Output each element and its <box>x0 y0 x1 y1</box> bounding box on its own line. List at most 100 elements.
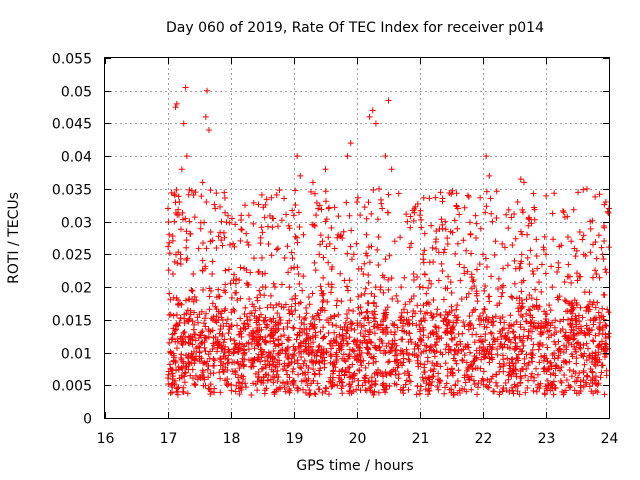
data-point <box>592 193 599 200</box>
data-point <box>262 339 269 346</box>
data-point <box>550 236 557 243</box>
data-point <box>175 363 182 370</box>
data-point <box>246 295 253 302</box>
data-point <box>339 332 346 339</box>
data-point <box>391 238 398 245</box>
data-point <box>177 251 184 258</box>
data-point <box>456 261 463 268</box>
data-point <box>401 274 408 281</box>
data-point <box>442 384 449 391</box>
data-point <box>237 328 244 335</box>
data-point <box>354 194 361 201</box>
data-point <box>535 320 542 327</box>
data-point <box>473 235 480 242</box>
data-point <box>207 348 214 355</box>
data-point <box>348 325 355 332</box>
data-point <box>551 324 558 331</box>
data-point <box>598 369 605 376</box>
data-point <box>435 277 442 284</box>
data-point <box>327 351 334 358</box>
data-point <box>413 322 420 329</box>
data-point <box>600 291 607 298</box>
data-point <box>522 389 529 396</box>
data-point <box>300 360 307 367</box>
data-point <box>270 215 277 222</box>
data-point <box>302 343 309 350</box>
data-point <box>583 185 590 192</box>
data-point <box>458 295 465 302</box>
data-point <box>189 288 196 295</box>
data-point <box>292 187 299 194</box>
data-point <box>442 285 449 292</box>
data-point <box>490 388 497 395</box>
data-point <box>181 329 188 336</box>
data-point <box>344 315 351 322</box>
data-point <box>489 314 496 321</box>
y-tick-label: 0.03 <box>61 216 92 232</box>
data-point <box>571 387 578 394</box>
data-point <box>231 243 238 250</box>
data-point <box>391 331 398 338</box>
data-point <box>466 349 473 356</box>
data-point <box>478 356 485 363</box>
data-point <box>543 368 550 375</box>
data-point <box>385 97 392 104</box>
data-point <box>228 323 234 330</box>
data-point <box>186 218 193 225</box>
data-point <box>302 389 309 396</box>
data-point <box>181 379 188 386</box>
data-point <box>512 265 519 272</box>
data-point <box>238 226 245 233</box>
data-point <box>315 312 322 319</box>
data-point <box>168 336 175 343</box>
data-point <box>220 339 227 346</box>
data-point <box>572 370 579 377</box>
data-point <box>226 219 233 226</box>
data-point <box>517 368 524 375</box>
data-point <box>166 361 173 368</box>
data-point <box>461 352 468 359</box>
data-point <box>389 347 396 354</box>
data-point <box>276 357 283 364</box>
data-point <box>505 337 512 344</box>
data-point <box>477 225 484 232</box>
data-point <box>271 284 278 291</box>
data-point <box>272 322 279 329</box>
x-tick-label: 20 <box>349 431 367 447</box>
data-point <box>274 223 281 230</box>
data-point <box>518 279 525 286</box>
data-point <box>215 233 222 240</box>
data-point <box>430 258 437 265</box>
data-point <box>340 228 347 235</box>
data-point <box>563 377 570 384</box>
data-point <box>337 270 344 277</box>
data-point <box>300 316 307 323</box>
data-point <box>581 330 588 337</box>
data-point <box>221 234 228 241</box>
data-point <box>455 314 462 321</box>
data-point <box>461 204 468 211</box>
data-point <box>180 329 187 336</box>
data-point <box>197 340 204 347</box>
data-point <box>576 229 583 236</box>
data-point <box>505 225 512 232</box>
data-point <box>210 355 217 362</box>
data-point <box>303 305 310 312</box>
data-point <box>266 361 273 368</box>
data-point <box>468 285 475 292</box>
data-point <box>461 386 468 393</box>
data-point <box>541 324 548 331</box>
data-point <box>529 352 536 359</box>
data-point <box>185 339 192 346</box>
data-point <box>447 328 454 335</box>
data-point <box>449 369 456 376</box>
data-point <box>375 366 382 373</box>
data-point <box>590 321 597 328</box>
data-point <box>532 286 539 293</box>
data-point <box>447 279 454 286</box>
x-tick-label: 22 <box>475 431 493 447</box>
data-point <box>518 375 525 382</box>
data-point <box>274 367 281 374</box>
data-point <box>530 341 537 348</box>
data-point <box>259 254 266 261</box>
